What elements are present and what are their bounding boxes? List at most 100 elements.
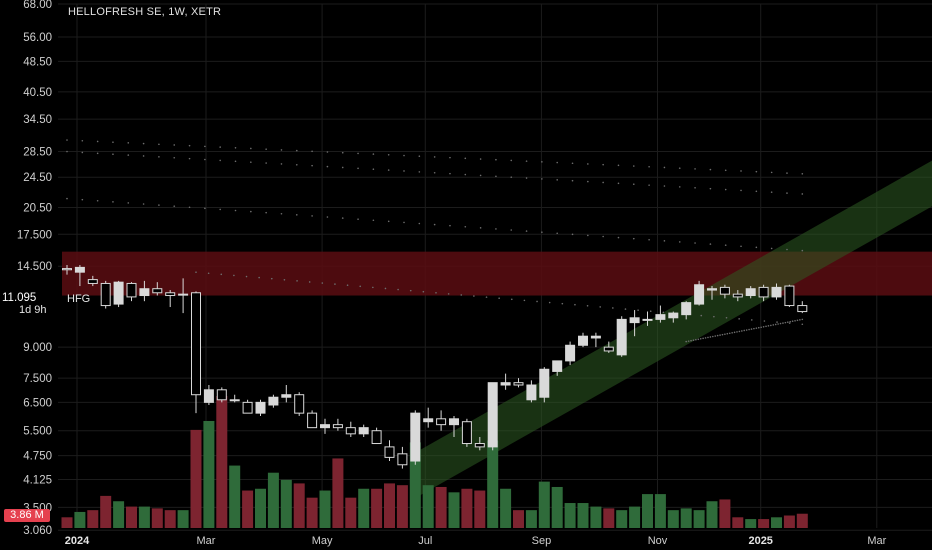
projection-dot bbox=[422, 290, 425, 293]
projection-dot bbox=[280, 212, 283, 215]
candle-body bbox=[203, 389, 214, 403]
volume-bar bbox=[783, 515, 795, 528]
volume-bar bbox=[525, 510, 537, 528]
projection-dot bbox=[479, 174, 482, 177]
projection-dot bbox=[397, 288, 399, 291]
volume-bar bbox=[603, 508, 615, 528]
price-axis[interactable]: 68.00 56.00 48.50 40.50 34.50 28.50 24.50 20.50… bbox=[17, 0, 52, 537]
projection-dot bbox=[602, 163, 604, 166]
volume-bar bbox=[564, 503, 576, 528]
projection-dot bbox=[740, 245, 742, 248]
volume-bar bbox=[306, 497, 318, 528]
projection-dot bbox=[326, 216, 329, 218]
projection-dot bbox=[782, 322, 784, 324]
projection-dot bbox=[418, 171, 421, 173]
projection-dot bbox=[295, 214, 298, 216]
projection-dot bbox=[158, 204, 160, 206]
projection-dot bbox=[435, 291, 437, 294]
projection-dot bbox=[219, 159, 221, 162]
projection-dot bbox=[341, 217, 344, 219]
candle-body bbox=[694, 284, 705, 305]
projection-dot bbox=[250, 161, 252, 163]
volume-bar bbox=[448, 492, 460, 528]
projection-dot bbox=[587, 234, 589, 237]
candle-body bbox=[603, 346, 614, 352]
time-tick-label: Nov bbox=[648, 535, 668, 547]
projection-dot bbox=[219, 146, 221, 148]
projection-dot bbox=[283, 278, 286, 281]
volume-bar bbox=[500, 488, 512, 528]
projection-dot bbox=[541, 161, 543, 163]
candle-body bbox=[397, 453, 408, 466]
projection-dot bbox=[321, 282, 324, 284]
candle-body bbox=[719, 286, 730, 295]
projection-dot bbox=[685, 340, 687, 343]
projection-dot bbox=[724, 169, 727, 172]
projection-dot bbox=[245, 275, 248, 278]
projection-dot bbox=[637, 309, 639, 311]
projection-dot bbox=[204, 158, 206, 161]
projection-dot bbox=[704, 337, 707, 339]
projection-dot bbox=[784, 321, 787, 324]
projection-dot bbox=[750, 328, 753, 330]
volume-bar bbox=[203, 420, 215, 528]
volume-bar bbox=[474, 490, 486, 528]
projection-dot bbox=[449, 172, 451, 175]
volume-bar bbox=[371, 488, 383, 528]
trend-channel bbox=[419, 160, 932, 496]
projection-dot bbox=[648, 238, 650, 241]
projection-dot bbox=[510, 298, 513, 301]
projection-dot bbox=[716, 334, 719, 337]
projection-dot bbox=[112, 201, 114, 203]
projection-dot bbox=[265, 211, 267, 214]
projection-dot bbox=[326, 165, 329, 168]
projection-dot bbox=[786, 321, 789, 323]
projection-dot bbox=[617, 164, 620, 167]
candle-body bbox=[307, 412, 318, 429]
price-tick-label: 40.50 bbox=[23, 87, 52, 99]
projection-dot bbox=[523, 299, 526, 302]
projection-dot bbox=[571, 179, 574, 182]
last-price-value: 11.095 bbox=[2, 292, 37, 304]
candle-body bbox=[345, 427, 356, 435]
price-tick-label: 6.500 bbox=[23, 397, 52, 409]
projection-dot bbox=[724, 188, 727, 191]
projection-dot bbox=[188, 206, 191, 209]
projection-dot bbox=[81, 139, 84, 142]
projection-dot bbox=[770, 171, 773, 174]
projection-dot bbox=[498, 297, 500, 300]
volume-bar bbox=[487, 440, 499, 528]
projection-dot bbox=[447, 293, 450, 295]
projection-dot bbox=[762, 325, 765, 328]
projection-dot bbox=[433, 171, 436, 174]
time-tick-label: 2025 bbox=[748, 535, 772, 547]
candle-body bbox=[268, 396, 279, 406]
projection-dot bbox=[372, 286, 374, 289]
projection-dot bbox=[142, 203, 145, 205]
candle-body bbox=[629, 317, 640, 324]
projection-dot bbox=[648, 165, 650, 168]
volume-bar bbox=[461, 488, 473, 528]
price-tick-label: 48.50 bbox=[23, 56, 52, 68]
volume-bar bbox=[732, 517, 744, 528]
projection-dot bbox=[280, 163, 283, 165]
projection-dot bbox=[464, 173, 467, 176]
projection-dot bbox=[311, 150, 313, 153]
price-tick-label: 56.00 bbox=[23, 32, 52, 44]
candle-body bbox=[358, 427, 369, 435]
time-tick-label: Jul bbox=[418, 535, 432, 547]
projection-dot bbox=[295, 149, 298, 152]
projection-dot bbox=[697, 338, 700, 341]
volume-bar bbox=[332, 458, 344, 528]
projection-dot bbox=[733, 331, 736, 334]
projection-dot bbox=[796, 319, 799, 322]
projection-dot bbox=[602, 181, 604, 184]
volume-bar bbox=[577, 503, 589, 528]
projection-dot bbox=[433, 223, 436, 226]
time-axis[interactable]: 2024 Mar May Jul Sep Nov 2025 Mar bbox=[65, 535, 887, 547]
projection-dot bbox=[571, 233, 574, 236]
candle-body bbox=[152, 288, 163, 294]
projection-dot bbox=[510, 176, 513, 178]
projection-dot bbox=[479, 227, 482, 229]
